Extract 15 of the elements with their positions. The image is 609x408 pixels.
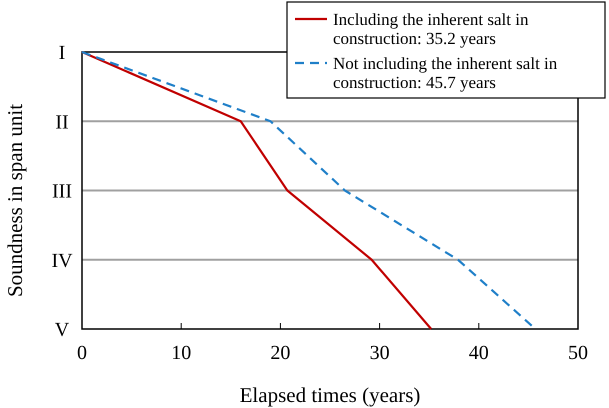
y-tick-label: V	[54, 319, 70, 341]
y-tick-label: IV	[51, 250, 74, 272]
y-tick-label: III	[52, 180, 72, 202]
y-tick-label: I	[58, 42, 66, 64]
x-tick-label: 10	[171, 342, 192, 364]
legend-label: Including the inherent salt in construction: 35.2 years	[333, 10, 529, 48]
x-tick-label: 30	[370, 342, 390, 364]
x-tick-label: 40	[468, 342, 489, 364]
y-axis-title: Soundness in span unit	[3, 104, 27, 298]
legend-label: Not including the inherent salt in construction: 45.7 years	[333, 54, 558, 92]
x-tick-label: 20	[270, 342, 290, 364]
x-tick-label: 0	[77, 342, 87, 364]
x-tick-label: 50	[568, 342, 588, 364]
y-tick-label: II	[55, 111, 69, 134]
x-axis-title: Elapsed times (years)	[240, 383, 420, 407]
